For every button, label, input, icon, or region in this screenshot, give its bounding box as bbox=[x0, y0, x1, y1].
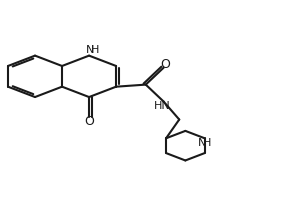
Text: N: N bbox=[86, 45, 94, 55]
Text: O: O bbox=[84, 115, 94, 128]
Text: H: H bbox=[203, 138, 211, 148]
Text: N: N bbox=[198, 138, 206, 148]
Text: HN: HN bbox=[154, 101, 170, 111]
Text: H: H bbox=[91, 45, 99, 55]
Text: O: O bbox=[160, 58, 170, 71]
